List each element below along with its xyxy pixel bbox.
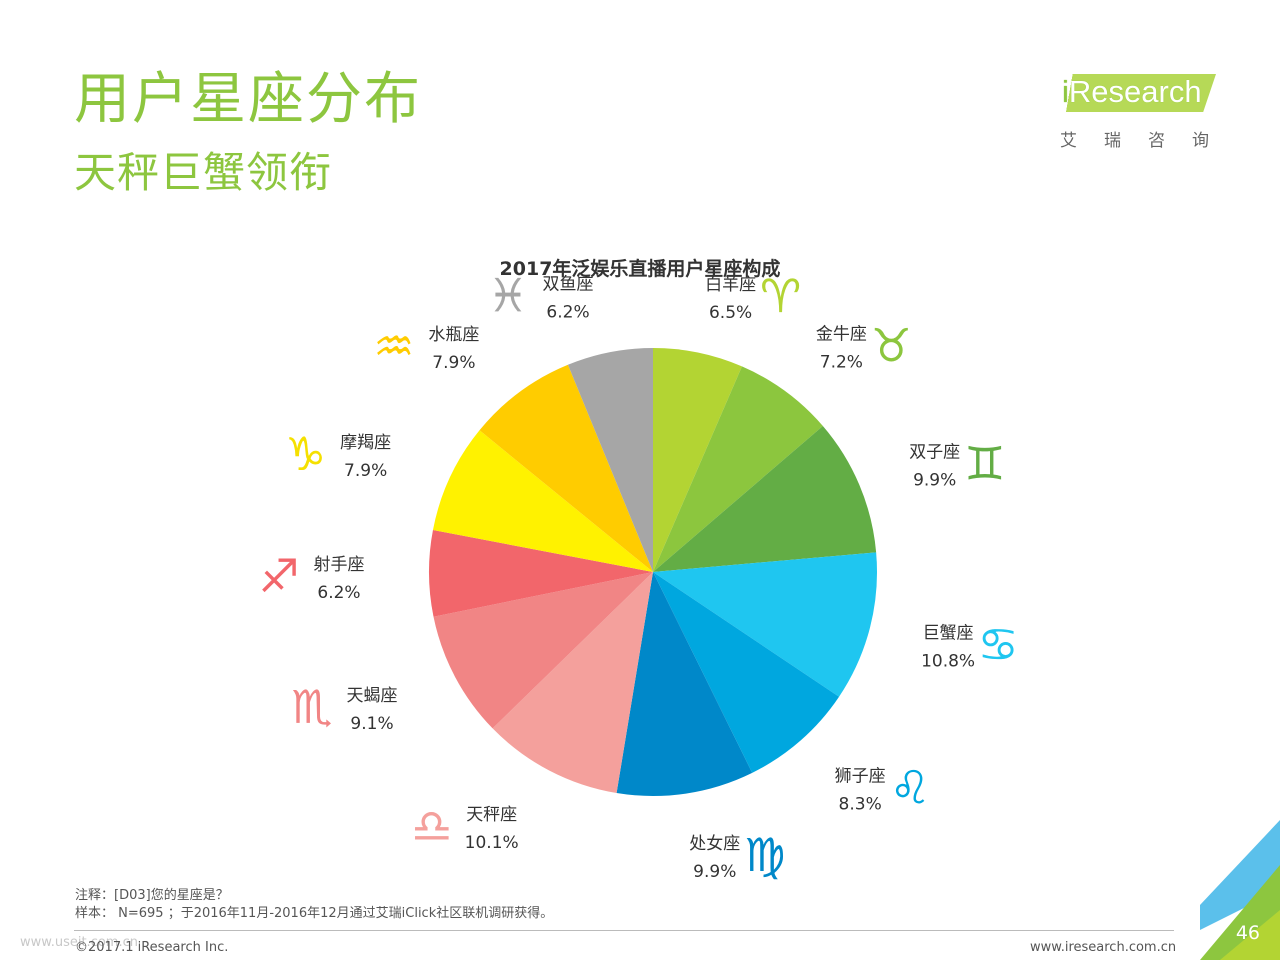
slice-value-10: 7.9% (344, 461, 387, 481)
page-subtitle: 天秤巨蟹领衔 (74, 148, 333, 197)
slice-value-3: 9.9% (913, 471, 956, 491)
page-number: 46 (1235, 922, 1260, 944)
slice-label-2: 金牛座 (816, 324, 867, 344)
aries-icon: ♈ (760, 269, 801, 323)
pie-slice-5 (653, 572, 840, 773)
slice-label-8: 天蝎座 (347, 686, 398, 706)
slice-label-4: 巨蟹座 (923, 624, 974, 644)
slice-value-8: 9.1% (350, 714, 393, 734)
slice-value-2: 7.2% (820, 352, 863, 372)
logo-banner (1056, 74, 1216, 112)
scorpio-icon: ♏ (291, 680, 332, 734)
slice-value-7: 10.1% (465, 833, 519, 853)
sagittarius-icon: ♐ (258, 549, 299, 603)
aquarius-icon: ♒ (373, 319, 414, 373)
iresearch-logo: iResearch 艾瑞咨询 (1056, 66, 1226, 156)
slice-value-9: 6.2% (317, 583, 360, 603)
slice-value-5: 8.3% (839, 795, 882, 815)
slice-value-6: 9.9% (693, 862, 736, 882)
logo-chinese: 艾瑞咨询 (1060, 131, 1236, 151)
pisces-icon: ♓ (487, 268, 528, 322)
pie-slice-4 (653, 552, 877, 697)
slice-value-11: 7.9% (432, 353, 475, 373)
taurus-icon: ♉ (871, 318, 912, 372)
slice-value-1: 6.5% (709, 303, 752, 323)
copyright: ©2017.1 iResearch Inc. (75, 940, 229, 955)
pie-slice-11 (479, 364, 653, 572)
slice-value-12: 6.2% (546, 302, 589, 322)
slice-label-9: 射手座 (314, 555, 365, 575)
pie-slice-6 (616, 572, 753, 796)
pie-slice-8 (433, 572, 653, 729)
pie-slice-1 (653, 347, 742, 572)
cancer-icon: ♋ (977, 618, 1018, 672)
slice-label-10: 摩羯座 (340, 433, 391, 453)
leo-icon: ♌ (890, 761, 931, 815)
slice-value-4: 10.8% (921, 652, 975, 672)
virgo-icon: ♍ (744, 828, 785, 882)
slice-label-5: 狮子座 (835, 767, 886, 787)
watermark: www.useit.com.cn (20, 935, 138, 950)
pie-slice-9 (429, 530, 653, 617)
footer-divider (74, 930, 1174, 931)
page-title: 用户星座分布 (74, 67, 422, 132)
chart-title: 2017年泛娱乐直播用户星座构成 (499, 258, 781, 280)
gemini-icon: ♊ (964, 437, 1005, 491)
slice-label-1: 白羊座 (705, 275, 756, 295)
libra-icon: ♎ (411, 799, 452, 853)
corner-decoration (1200, 820, 1280, 960)
pie-slice-10 (432, 430, 653, 572)
logo-wordmark: iResearch (1062, 74, 1202, 109)
note-question: 注释：[D03]您的星座是？ (75, 888, 229, 903)
pie-slice-3 (653, 425, 877, 572)
slice-label-11: 水瓶座 (428, 325, 479, 345)
pie-slice-2 (653, 366, 823, 572)
slice-label-6: 处女座 (689, 834, 740, 854)
slice-label-12: 双鱼座 (543, 274, 594, 294)
capricorn-icon: ♑ (285, 427, 326, 481)
slice-label-3: 双子座 (909, 443, 960, 463)
pie-slice-7 (492, 572, 653, 794)
slice-label-7: 天秤座 (466, 805, 517, 825)
pie-slice-12 (567, 348, 653, 572)
note-sample: 样本： N=695 ；于2016年11月-2016年12月通过艾瑞iClick社… (75, 906, 554, 921)
website-link[interactable]: www.iresearch.com.cn (1030, 940, 1177, 955)
